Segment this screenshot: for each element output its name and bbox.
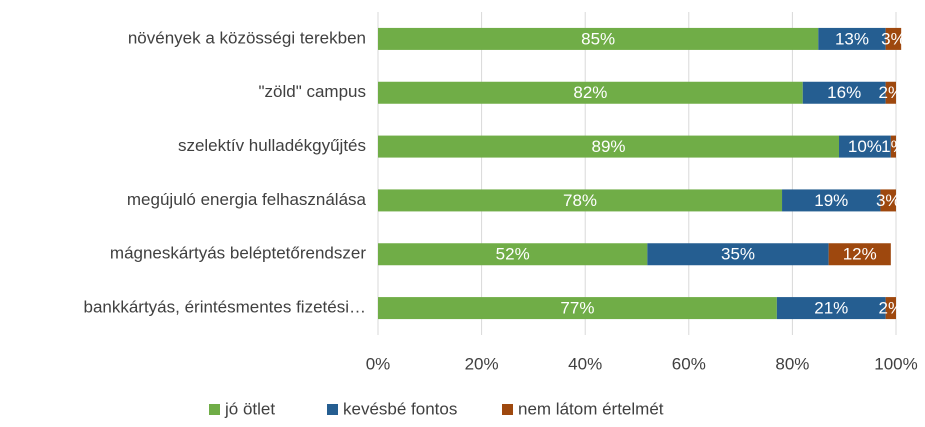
data-label: 85%	[581, 29, 615, 48]
bar-segment	[378, 27, 819, 50]
bar-segment	[880, 189, 896, 212]
bar-segment	[378, 135, 840, 158]
data-label: 19%	[814, 191, 848, 210]
data-label: 89%	[591, 137, 625, 156]
data-label: 12%	[843, 245, 877, 264]
x-tick-label: 100%	[874, 354, 917, 373]
legend-label: jó ötlet	[224, 399, 275, 418]
bar-segment	[776, 297, 886, 320]
bar-segment	[885, 27, 902, 50]
y-tick-label: mágneskártyás beléptetőrendszer	[110, 244, 366, 263]
bar-segment	[782, 189, 881, 212]
x-tick-label: 60%	[672, 354, 706, 373]
data-label: 13%	[835, 29, 869, 48]
bar-segment	[647, 243, 829, 266]
data-label: 77%	[560, 299, 594, 318]
x-tick-label: 20%	[465, 354, 499, 373]
data-label: 78%	[563, 191, 597, 210]
bar-segment	[885, 297, 896, 320]
bar-segment	[885, 81, 896, 104]
bar-segment	[839, 135, 891, 158]
legend-label: kevésbé fontos	[343, 399, 457, 418]
legend-label: nem látom értelmét	[518, 399, 664, 418]
bar-segment	[378, 189, 783, 212]
bar-segment	[828, 243, 891, 266]
legend-swatch	[502, 404, 513, 415]
y-tick-label: szelektív hulladékgyűjtés	[178, 136, 366, 155]
bar-segment	[818, 27, 886, 50]
data-label: 10%	[848, 137, 882, 156]
x-tick-label: 40%	[568, 354, 602, 373]
data-label: 2%	[879, 299, 904, 318]
data-label: 2%	[879, 83, 904, 102]
bar-segment	[890, 135, 896, 158]
legend-swatch	[327, 404, 338, 415]
data-label: 16%	[827, 83, 861, 102]
legend-swatch	[209, 404, 220, 415]
bar-segment	[378, 81, 803, 104]
y-tick-label: "zöld" campus	[258, 82, 366, 101]
data-label: 3%	[876, 191, 901, 210]
data-label: 35%	[721, 245, 755, 264]
y-tick-label: megújuló energia felhasználása	[127, 190, 367, 209]
bar-segment	[378, 297, 777, 320]
data-label: 82%	[573, 83, 607, 102]
bar-segment	[802, 81, 886, 104]
data-label: 1%	[881, 137, 906, 156]
data-label: 3%	[881, 29, 906, 48]
data-label: 21%	[814, 299, 848, 318]
y-tick-label: növények a közösségi terekben	[128, 28, 366, 47]
data-label: 52%	[496, 245, 530, 264]
x-tick-label: 0%	[366, 354, 391, 373]
x-tick-label: 80%	[775, 354, 809, 373]
y-tick-label: bankkártyás, érintésmentes fizetési…	[83, 298, 366, 317]
bar-segment	[378, 243, 648, 266]
